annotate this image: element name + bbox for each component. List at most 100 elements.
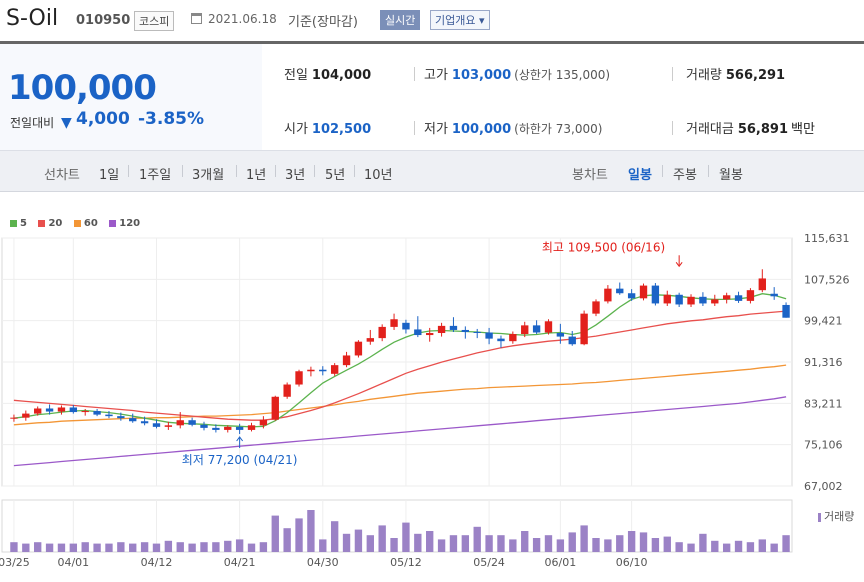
volume-bar xyxy=(758,539,766,552)
period-1y[interactable]: 1년 xyxy=(246,168,267,183)
volume-legend: 거래량 xyxy=(818,508,854,524)
stat-value: 104,000 xyxy=(311,68,372,83)
candle-body xyxy=(319,369,327,372)
candle-body xyxy=(402,322,410,330)
x-tick-label: 04/12 xyxy=(141,556,173,569)
candle-body xyxy=(711,299,719,304)
volume-bar xyxy=(105,543,113,552)
stat-unit: 백만 xyxy=(791,122,815,137)
candle-body xyxy=(734,295,743,301)
candle-body xyxy=(342,355,351,366)
volume-bar xyxy=(711,540,719,552)
down-arrow-icon: ▼ xyxy=(61,115,72,131)
candle-body xyxy=(117,416,125,419)
candle-body xyxy=(81,411,89,413)
stat-limit: (상한가 135,000) xyxy=(514,68,611,82)
candle-body xyxy=(580,313,588,345)
stat-prev-close: 전일 104,000 xyxy=(284,64,371,83)
period-selector: 선차트 1일 1주일 3개월 1년 3년 5년 10년 봉차트 일봉 주봉 월봉 xyxy=(0,151,864,192)
candle-body xyxy=(556,333,565,337)
candle-body xyxy=(259,419,268,426)
period-10y[interactable]: 10년 xyxy=(364,168,393,183)
y-tick-label: 75,106 xyxy=(804,439,843,452)
candle-body xyxy=(426,333,434,336)
volume-bar xyxy=(426,531,434,552)
ma5-line xyxy=(13,293,787,428)
candle-body xyxy=(437,325,446,334)
volume-bar xyxy=(604,539,612,552)
candle-body xyxy=(271,396,279,420)
candle-body xyxy=(604,288,612,302)
candle-body xyxy=(140,421,149,424)
x-tick-label: 05/24 xyxy=(473,556,505,569)
volume-bar xyxy=(437,539,446,552)
volume-bar xyxy=(307,510,315,552)
candle-monthly[interactable]: 월봉 xyxy=(719,168,743,183)
candle-body xyxy=(354,341,363,356)
volume-bar xyxy=(580,525,588,552)
volume-bar xyxy=(200,542,208,552)
volume-bar xyxy=(699,533,707,552)
volume-bar xyxy=(544,535,553,552)
candle-body xyxy=(129,418,137,422)
stat-volume: 거래량 566,291 xyxy=(686,64,785,83)
stat-label: 고가 xyxy=(424,68,448,83)
candle-body xyxy=(93,411,101,415)
volume-bar xyxy=(259,542,268,552)
volume-bar xyxy=(164,540,173,552)
realtime-button[interactable]: 실시간 xyxy=(380,10,421,30)
candle-body xyxy=(639,285,648,299)
candle-chart-label: 봉차트 xyxy=(572,168,608,183)
market-badge: 코스피 xyxy=(134,11,175,31)
y-tick-label: 107,526 xyxy=(804,273,850,286)
candle-body xyxy=(164,425,173,427)
volume-bar xyxy=(390,538,398,552)
volume-bar xyxy=(449,535,458,552)
candle-weekly[interactable]: 주봉 xyxy=(673,168,697,183)
y-tick-label: 67,002 xyxy=(804,480,843,493)
candle-body xyxy=(34,408,42,414)
high-arrow-head xyxy=(675,261,683,268)
period-1d[interactable]: 1일 xyxy=(99,168,120,183)
volume-bar xyxy=(651,538,660,552)
candle-body xyxy=(627,293,636,299)
volume-bar xyxy=(10,542,18,552)
volume-bar xyxy=(687,543,695,552)
period-3m[interactable]: 3개월 xyxy=(192,168,225,183)
volume-bar xyxy=(556,539,565,552)
volume-bar xyxy=(770,543,778,552)
candle-body xyxy=(568,336,576,345)
line-chart-label: 선차트 xyxy=(44,168,80,183)
divider xyxy=(414,67,415,81)
volume-bar xyxy=(663,536,671,552)
volume-bar xyxy=(746,542,755,552)
candle-body xyxy=(663,294,671,304)
stat-high: 고가 103,000 (상한가 135,000) xyxy=(424,64,610,83)
stat-limit: (하한가 73,000) xyxy=(514,122,603,136)
y-tick-label: 91,316 xyxy=(804,356,843,369)
candle-body xyxy=(105,414,113,417)
stock-chart: 115,631 107,526 99,421 91,316 83,211 75,106 67… xyxy=(0,232,850,569)
candle-body xyxy=(687,296,695,305)
candle-body xyxy=(45,408,54,412)
period-5y[interactable]: 5년 xyxy=(325,168,346,183)
divider xyxy=(672,121,673,135)
company-overview-dropdown[interactable]: 기업개요 ▾ xyxy=(430,10,490,30)
volume-bar xyxy=(45,543,54,552)
volume-bar xyxy=(414,533,422,552)
candle-body xyxy=(378,326,386,339)
candle-body xyxy=(473,331,481,333)
volume-bar xyxy=(342,533,351,552)
volume-bar xyxy=(247,543,256,552)
candle-body xyxy=(307,369,315,372)
volume-bar xyxy=(129,543,137,552)
candle-body xyxy=(544,321,553,333)
volume-bar xyxy=(224,540,232,552)
volume-bar xyxy=(627,531,636,552)
period-3y[interactable]: 3년 xyxy=(285,168,306,183)
quote-stats: 전일 104,000 고가 103,000 (상한가 135,000) 거래량 566,… xyxy=(262,44,864,151)
change-label: 전일대비 xyxy=(10,116,55,130)
volume-bar xyxy=(354,529,363,552)
candle-daily[interactable]: 일봉 xyxy=(628,168,652,183)
period-1w[interactable]: 1주일 xyxy=(139,168,172,183)
